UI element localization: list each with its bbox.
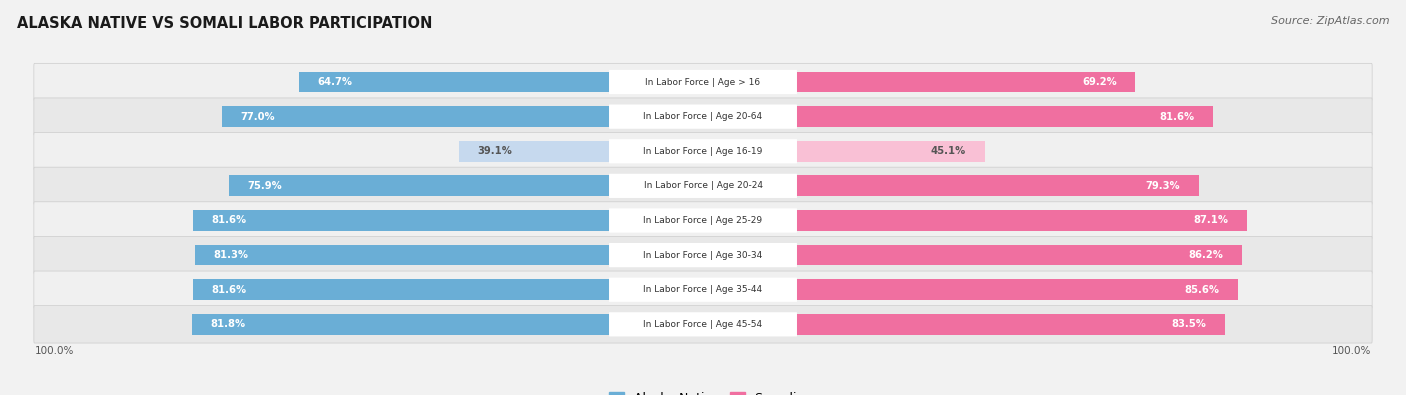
Bar (703, 141, 984, 162)
Text: 87.1%: 87.1% (1194, 216, 1229, 226)
Text: 81.3%: 81.3% (214, 250, 249, 260)
Bar (703, 279, 1237, 300)
FancyBboxPatch shape (609, 209, 797, 233)
FancyBboxPatch shape (34, 98, 1372, 135)
FancyBboxPatch shape (34, 271, 1372, 308)
Bar (229, 175, 703, 196)
FancyBboxPatch shape (34, 306, 1372, 343)
Text: 81.6%: 81.6% (1159, 112, 1194, 122)
Text: 85.6%: 85.6% (1184, 285, 1219, 295)
Text: Source: ZipAtlas.com: Source: ZipAtlas.com (1271, 16, 1389, 26)
Text: ALASKA NATIVE VS SOMALI LABOR PARTICIPATION: ALASKA NATIVE VS SOMALI LABOR PARTICIPAT… (17, 16, 432, 31)
FancyBboxPatch shape (34, 63, 1372, 101)
FancyBboxPatch shape (609, 70, 797, 94)
FancyBboxPatch shape (609, 139, 797, 164)
Bar (703, 71, 1136, 92)
Text: In Labor Force | Age 25-29: In Labor Force | Age 25-29 (644, 216, 762, 225)
FancyBboxPatch shape (609, 312, 797, 337)
FancyBboxPatch shape (609, 243, 797, 267)
Text: In Labor Force | Age 45-54: In Labor Force | Age 45-54 (644, 320, 762, 329)
Bar (193, 210, 703, 231)
Text: 81.8%: 81.8% (211, 319, 246, 329)
Bar (703, 245, 1241, 265)
Text: 69.2%: 69.2% (1083, 77, 1116, 87)
Text: 81.6%: 81.6% (212, 216, 247, 226)
Bar (298, 71, 703, 92)
FancyBboxPatch shape (609, 278, 797, 302)
Text: In Labor Force | Age 30-34: In Labor Force | Age 30-34 (644, 250, 762, 260)
Bar (458, 141, 703, 162)
FancyBboxPatch shape (609, 174, 797, 198)
Text: In Labor Force | Age 35-44: In Labor Force | Age 35-44 (644, 285, 762, 294)
Bar (193, 279, 703, 300)
FancyBboxPatch shape (609, 105, 797, 129)
Text: 83.5%: 83.5% (1171, 319, 1206, 329)
Legend: Alaska Native, Somali: Alaska Native, Somali (609, 392, 797, 395)
FancyBboxPatch shape (34, 167, 1372, 205)
Text: 75.9%: 75.9% (247, 181, 283, 191)
Bar (195, 245, 703, 265)
Text: In Labor Force | Age > 16: In Labor Force | Age > 16 (645, 77, 761, 87)
Text: 81.6%: 81.6% (212, 285, 247, 295)
FancyBboxPatch shape (34, 133, 1372, 170)
Text: In Labor Force | Age 16-19: In Labor Force | Age 16-19 (644, 147, 762, 156)
Bar (703, 106, 1213, 127)
Text: 64.7%: 64.7% (318, 77, 353, 87)
Bar (703, 175, 1198, 196)
Text: In Labor Force | Age 20-24: In Labor Force | Age 20-24 (644, 181, 762, 190)
Text: 100.0%: 100.0% (34, 346, 73, 356)
FancyBboxPatch shape (34, 202, 1372, 239)
Text: 39.1%: 39.1% (478, 146, 512, 156)
Text: 79.3%: 79.3% (1144, 181, 1180, 191)
Bar (703, 210, 1247, 231)
Text: In Labor Force | Age 20-64: In Labor Force | Age 20-64 (644, 112, 762, 121)
Text: 100.0%: 100.0% (1333, 346, 1372, 356)
Text: 86.2%: 86.2% (1188, 250, 1223, 260)
Text: 45.1%: 45.1% (931, 146, 966, 156)
Bar (703, 314, 1225, 335)
FancyBboxPatch shape (34, 237, 1372, 274)
Text: 77.0%: 77.0% (240, 112, 276, 122)
Bar (191, 314, 703, 335)
Bar (222, 106, 703, 127)
